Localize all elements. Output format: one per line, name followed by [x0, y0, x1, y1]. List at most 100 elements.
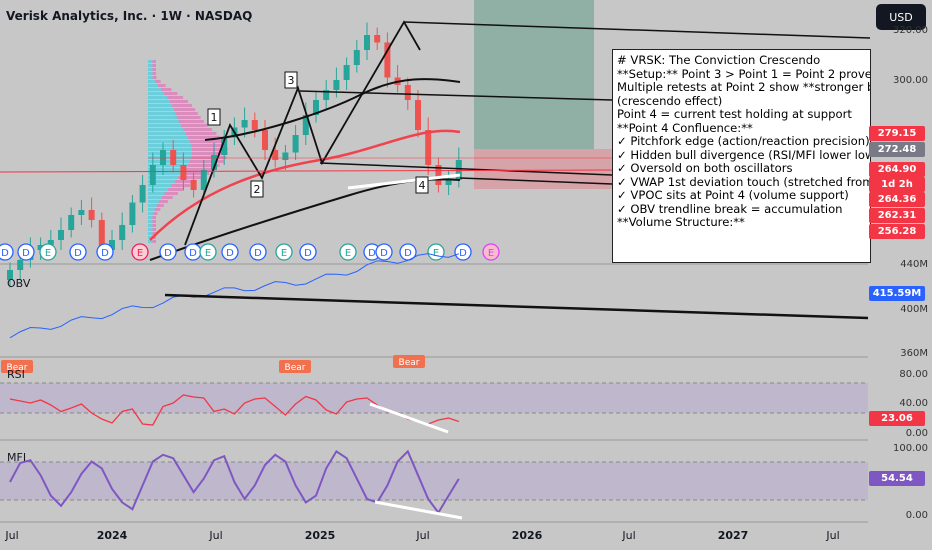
- volume-profile-bar: [148, 236, 153, 239]
- event-marker-label: D: [368, 248, 376, 259]
- stop-zone: [474, 149, 612, 189]
- x-axis-label: Jul: [416, 529, 430, 542]
- candle-body: [211, 155, 217, 170]
- volume-profile-bar: [148, 128, 184, 131]
- candle-body: [313, 100, 319, 115]
- candle-body: [272, 150, 279, 160]
- mfi-tick: 100.00: [893, 443, 928, 454]
- mfi-tick: 0.00: [905, 510, 928, 521]
- volume-profile-bar: [148, 88, 161, 91]
- pivot-label-text: 2: [254, 183, 261, 196]
- event-marker: [199, 243, 217, 261]
- event-marker: [299, 243, 317, 261]
- bear-badge-label: Bear: [285, 363, 306, 373]
- pitchfork-lower: [319, 162, 613, 176]
- event-marker-label: E: [281, 248, 287, 259]
- event-marker-label: D: [304, 248, 312, 259]
- volume-profile-bar: [148, 168, 185, 171]
- volume-profile-bar: [148, 116, 177, 119]
- volume-profile-bar: [189, 140, 225, 143]
- volume-profile-bar: [148, 216, 153, 219]
- price-tag: 262.31: [869, 208, 925, 223]
- event-marker: [17, 243, 35, 261]
- volume-profile-bar: [148, 112, 176, 115]
- currency-button[interactable]: USD: [876, 4, 926, 30]
- event-marker: [159, 243, 177, 261]
- volume-profile-bar: [167, 96, 184, 99]
- note-line: **Setup:** Point 3 > Point 1 = Point 2 p…: [617, 66, 871, 81]
- candle-body: [292, 135, 299, 153]
- pivot-label-box: [207, 108, 221, 126]
- event-marker-label: E: [205, 248, 211, 259]
- candle-body: [190, 180, 197, 190]
- volume-profile-bar: [154, 80, 161, 83]
- note-line: ✓ VPOC sits at Point 4 (volume support): [617, 188, 849, 202]
- note-line: **Volume Structure:**: [617, 215, 745, 229]
- symbol-title[interactable]: Verisk Analytics, Inc. · 1W · NASDAQ: [6, 9, 253, 23]
- volume-profile-bar: [148, 184, 172, 187]
- candle-body: [139, 185, 146, 203]
- x-axis-label: Jul: [5, 529, 19, 542]
- event-marker: [221, 243, 239, 261]
- volume-profile-bar: [152, 228, 156, 231]
- rsi-tick: 40.00: [899, 398, 928, 409]
- x-axis-label: 2026: [511, 529, 543, 542]
- event-marker: [0, 243, 14, 261]
- candle-body: [47, 240, 54, 245]
- volume-profile-bar: [148, 136, 188, 139]
- volume-profile-bar: [156, 204, 164, 207]
- volume-profile-bar: [148, 120, 179, 123]
- rsi-value-tag: 23.06: [869, 411, 925, 426]
- candle-body: [415, 100, 421, 130]
- candle-body: [129, 202, 136, 225]
- pivot-label-text: 1: [211, 111, 218, 124]
- pivot-label-box: [415, 176, 429, 194]
- price-tag: 264.36: [869, 192, 925, 207]
- price-tick: 320.00: [893, 25, 928, 36]
- event-marker-label: D: [459, 248, 467, 259]
- volume-profile-bar: [154, 208, 161, 211]
- event-marker: [275, 243, 293, 261]
- volume-profile-bar: [185, 132, 217, 135]
- note-line: Multiple retests at Point 2 show **stron…: [617, 80, 871, 94]
- volume-profile-bar: [164, 192, 179, 195]
- candle-body: [221, 137, 228, 155]
- volume-profile-bar: [178, 120, 204, 123]
- x-axis-label: 2025: [304, 529, 336, 542]
- volume-profile-bar: [161, 196, 173, 199]
- pivot-label-text: 4: [419, 179, 426, 192]
- annotation-note[interactable]: # VRSK: The Conviction Crescendo **Setup…: [612, 49, 871, 263]
- x-axis-label: 2024: [96, 529, 128, 542]
- event-marker-label: D: [101, 248, 109, 259]
- candle-body: [333, 80, 340, 90]
- mfi-band: [0, 462, 868, 500]
- bear-badge-label: Bear: [7, 363, 28, 373]
- bear-badge: [393, 355, 425, 368]
- mfi-value-tag: 54.54: [869, 471, 925, 486]
- volume-profile-bar: [148, 144, 192, 147]
- candle-body: [251, 120, 258, 130]
- volume-profile-bar: [148, 84, 158, 87]
- volume-profile-bar: [178, 176, 203, 179]
- horizontal-level: [0, 169, 613, 173]
- rsi-band: [0, 383, 868, 413]
- volume-profile-bar: [148, 220, 153, 223]
- event-marker: [39, 243, 57, 261]
- candle-body: [282, 152, 289, 160]
- rsi-divergence-line: [369, 402, 449, 434]
- volume-profile-bar: [152, 220, 156, 223]
- price-tick: 300.00: [893, 75, 928, 86]
- candle-body: [17, 260, 24, 270]
- note-line: (crescendo effect): [617, 93, 723, 108]
- event-marker-label: E: [137, 248, 143, 259]
- volume-profile-bar: [148, 212, 154, 215]
- obv-tick: 360M: [900, 348, 928, 359]
- candle-body: [302, 115, 309, 135]
- pitchfork-lower-ext: [459, 177, 613, 185]
- volume-profile-bar: [148, 176, 179, 179]
- volume-profile-bar: [152, 68, 156, 71]
- candle-body: [455, 160, 462, 180]
- event-marker: [131, 243, 149, 261]
- x-axis-label: Jul: [826, 529, 840, 542]
